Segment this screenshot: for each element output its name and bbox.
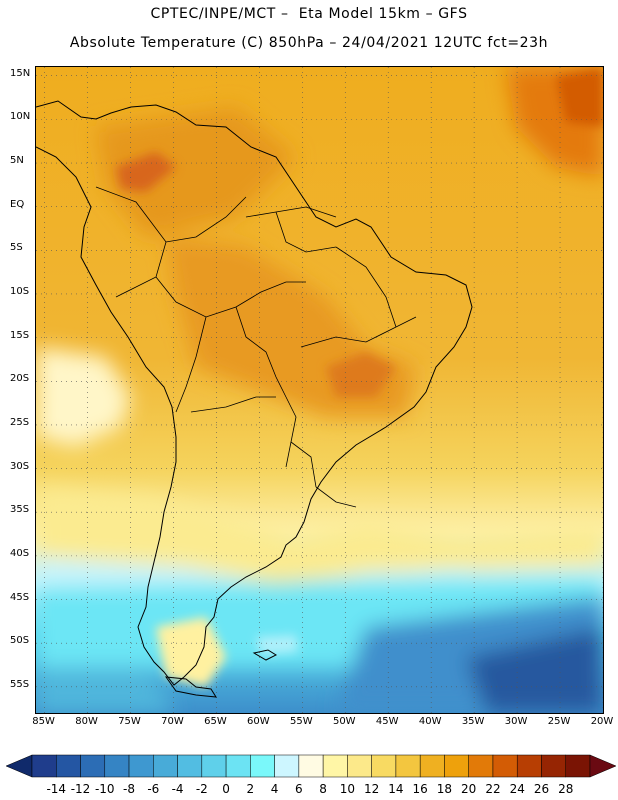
map-title: CPTEC/INPE/MCT – Eta Model 15km – GFS <box>150 6 468 22</box>
colorbar-swatch <box>31 754 57 778</box>
longitude-label: 55W <box>290 716 313 727</box>
colorbar-swatch <box>565 754 591 778</box>
latitude-label: 10N <box>10 111 31 123</box>
country-borders <box>95 186 417 508</box>
colorbar-tick-label: -4 <box>172 782 184 796</box>
venezuela-warm-spot <box>116 152 176 192</box>
colorbar-swatch <box>250 754 275 778</box>
colorbar-right-arrow <box>589 754 617 778</box>
colorbar-swatch <box>419 754 445 778</box>
colorbar-tick-label: 16 <box>413 782 428 796</box>
colorbar-swatch <box>516 754 542 778</box>
deep-south-atlantic-core <box>466 627 603 713</box>
longitude-label: 65W <box>204 716 227 727</box>
colorbar-swatch <box>201 754 227 778</box>
colorbar-swatch <box>322 754 348 778</box>
latitude-label: 15S <box>10 329 30 341</box>
latitude-label: 40S <box>10 547 30 559</box>
longitude-label: 35W <box>461 716 485 727</box>
temperature-map <box>36 67 603 713</box>
colorbar-tick-label: -12 <box>71 782 91 796</box>
longitude-label: 25W <box>547 716 571 727</box>
longitude-label: 45W <box>375 716 399 727</box>
colorbar-tick-label: 0 <box>222 782 230 796</box>
colorbar-swatch <box>128 754 154 778</box>
longitude-label: 85W <box>32 716 55 727</box>
colorbar-tick-label: -14 <box>46 782 66 796</box>
colorbar-tick-label: -10 <box>95 782 115 796</box>
colorbar-tick-label: 10 <box>340 782 355 796</box>
longitude-label: 30W <box>504 716 528 727</box>
colorbar-swatch <box>347 754 372 778</box>
colorbar-left-arrow <box>5 754 33 778</box>
colorbar-swatch <box>492 754 518 778</box>
colorbar-tick-label: 8 <box>319 782 327 796</box>
tropical-continent-region <box>96 107 296 237</box>
colorbar-tick-label: 22 <box>485 782 500 796</box>
pacific-cool-region <box>36 347 131 447</box>
colorbar-tick-label: 28 <box>558 782 573 796</box>
colorbar-tick-label: -2 <box>196 782 208 796</box>
colorbar-swatch <box>104 754 130 778</box>
patagonia-region <box>156 617 226 687</box>
colorbar-swatch <box>444 754 469 778</box>
colorbar-tick-label: 24 <box>510 782 525 796</box>
colorbar-swatch <box>80 754 106 778</box>
atlantic-ne-warm-core <box>556 67 603 127</box>
latitude-label: 15N <box>10 67 31 79</box>
warm-spots <box>116 67 603 687</box>
colorbar-ticks: -14 -12 -10 -8 -6 -4 -2 0 2 4 6 8 10 12 14 16 18 20 22 24 26… <box>46 782 573 796</box>
latitude-label: 20S <box>10 373 30 385</box>
longitude-label: 80W <box>75 716 98 727</box>
map-subtitle: Absolute Temperature (C) 850hPa – 24/04/… <box>69 35 549 51</box>
longitude-label: 75W <box>118 716 141 727</box>
colorbar-tick-label: -6 <box>147 782 159 796</box>
latitude-label: 35S <box>10 504 30 516</box>
colorbar-swatch <box>177 754 203 778</box>
map-area <box>35 66 604 714</box>
latitude-label: EQ <box>10 198 25 210</box>
south-america-coastline <box>36 100 473 686</box>
colorbar-tick-label: 20 <box>461 782 476 796</box>
falkland-islands <box>252 649 278 661</box>
colorbar-swatch <box>153 754 178 778</box>
falklands-region <box>256 635 298 655</box>
colorbar-swatch <box>541 754 566 778</box>
colorbar-tick-label: 2 <box>247 782 255 796</box>
colorbar-tick-label: 4 <box>271 782 279 796</box>
latitude-label: 25S <box>10 416 30 428</box>
colorbar-tick-label: 12 <box>364 782 379 796</box>
south-pacific-cold <box>36 667 176 713</box>
latitude-label: 45S <box>10 591 30 603</box>
colorbar-swatch <box>298 754 324 778</box>
mid-latitude-band-region <box>36 487 603 587</box>
latitude-label: 10S <box>10 285 30 297</box>
colorbar-tick-label: 18 <box>437 782 452 796</box>
longitude-label: 50W <box>332 716 356 727</box>
latitude-label: 5S <box>10 242 23 254</box>
longitude-label: 20W <box>590 716 614 727</box>
temperature-field <box>36 67 603 713</box>
tierra-del-fuego <box>164 676 217 698</box>
colorbar-swatch <box>395 754 421 778</box>
latitude-label: 50S <box>10 635 30 647</box>
colorbar-tick-label: -8 <box>123 782 135 796</box>
colorbar-swatch <box>468 754 494 778</box>
colorbar-swatch <box>225 754 251 778</box>
colorbar-swatches <box>5 754 617 778</box>
longitude-label: 60W <box>247 716 270 727</box>
colorbar-tick-label: 14 <box>388 782 403 796</box>
colorbar-swatch <box>274 754 300 778</box>
latitude-label: 5N <box>10 155 24 167</box>
longitude-label: 40W <box>418 716 442 727</box>
colorbar-swatch <box>371 754 397 778</box>
colorbar-tick-label: 26 <box>534 782 549 796</box>
colorbar-tick-label: 6 <box>295 782 303 796</box>
south-brazil-warm-spot <box>326 352 396 397</box>
latitude-label: 55S <box>10 678 30 690</box>
latitude-label: 30S <box>10 460 30 472</box>
colorbar: -14 -12 -10 -8 -6 -4 -2 0 2 4 6 8 10 12 14 16 18 20 22 24 26… <box>5 754 617 796</box>
colorbar-swatch <box>56 754 81 778</box>
longitude-label: 70W <box>161 716 184 727</box>
